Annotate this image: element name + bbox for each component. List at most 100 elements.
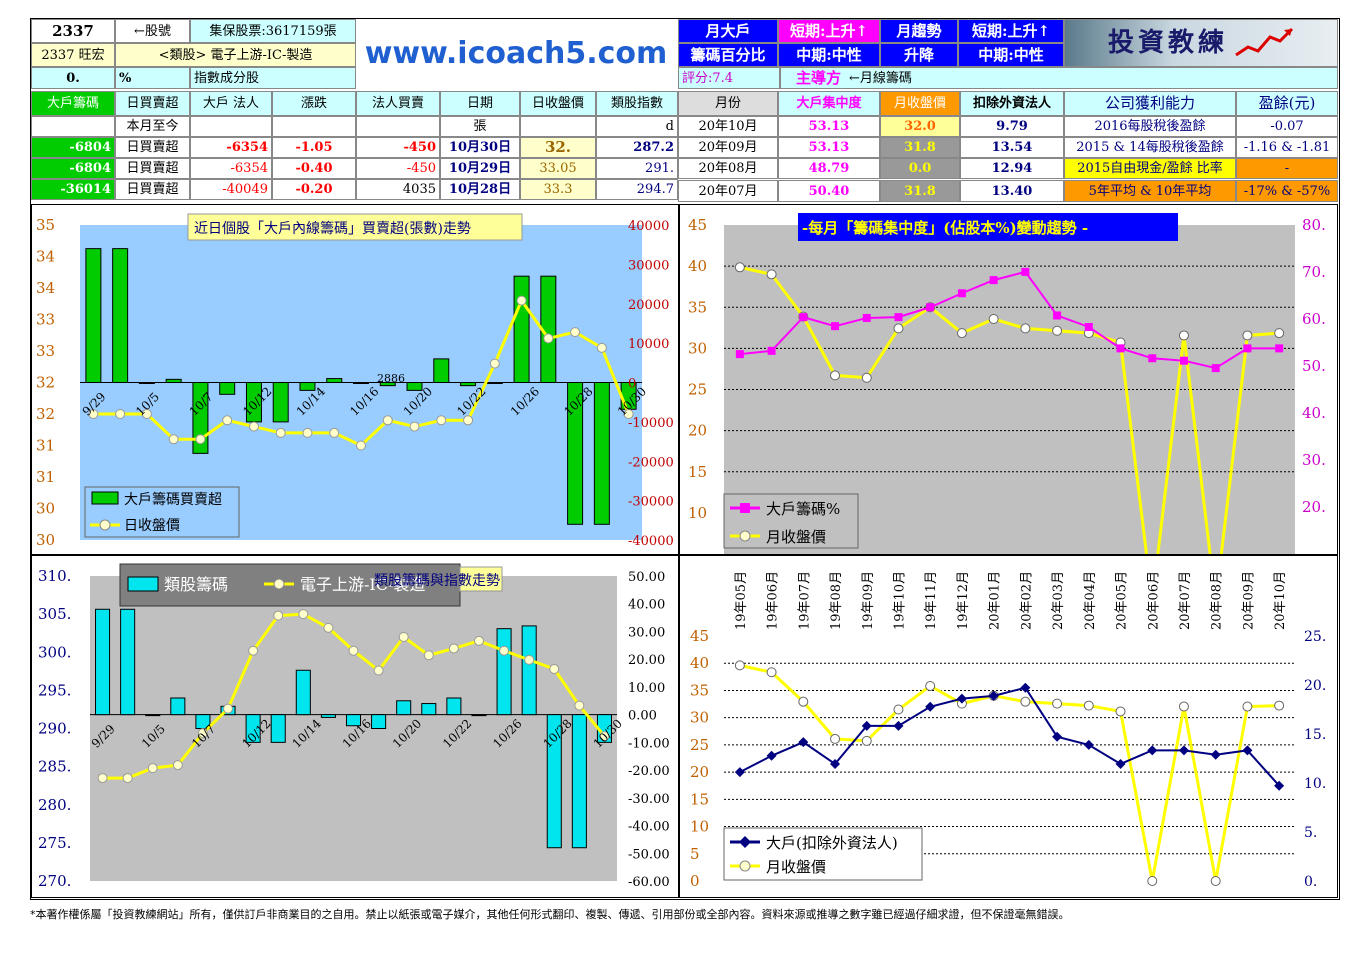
right-tick-label: 70.: [1302, 263, 1326, 281]
stock-code-label: ←股號: [115, 19, 190, 43]
left-tick-label: 20: [688, 422, 707, 440]
right-tick-label: -40.00: [628, 820, 670, 835]
left-tick-label: 270.: [38, 872, 71, 890]
month-category-label: 20年04月: [1083, 571, 1098, 630]
left-tick-label: 40: [690, 654, 709, 672]
excl-foreign-point: [766, 750, 777, 761]
score: 評分:7.4: [678, 67, 780, 89]
month-close-point: [830, 370, 841, 381]
month-category-label: 20年06月: [1146, 571, 1161, 630]
excl-foreign-chart: 19年05月 19年06月 19年07月 19年08月 19年09月 19年10月 19年1…: [690, 571, 1326, 890]
close-price-point: [275, 427, 286, 438]
month-close-point: [1020, 696, 1031, 707]
inst-cell: -450: [356, 137, 440, 158]
right-tick-label: 40.00: [628, 598, 665, 613]
concentration-point: [1021, 267, 1030, 276]
legend-conc-label: 大戶籌碼%: [766, 500, 840, 518]
concentration-point: [862, 313, 871, 322]
month-close-point: [1242, 330, 1253, 341]
profit-value-cell: -1.16 & -1.81: [1236, 137, 1338, 158]
chips-cell: -6804: [31, 158, 115, 179]
legend-box: [723, 827, 923, 881]
left-tick-label: 33: [36, 342, 55, 360]
close-price-point: [195, 434, 206, 445]
excl-foreign-line: [739, 686, 1280, 787]
index-cell: 287.2: [596, 137, 678, 158]
month-close-point: [766, 269, 777, 280]
excl-foreign-point: [956, 693, 967, 704]
month-category-label: 20年09月: [1241, 571, 1256, 630]
chips-cell: -6804: [31, 137, 115, 158]
legend-bar-marker: [91, 491, 119, 505]
right-tick-label: 15.: [1304, 727, 1326, 743]
month-category-label: 19年10月: [892, 571, 907, 630]
month-category-label: 20年08月: [1210, 571, 1225, 630]
chips-bar: [219, 382, 236, 395]
concentration-point: [957, 289, 966, 298]
concentration-cell: 53.13: [778, 137, 880, 158]
index-cell: 294.7: [596, 179, 678, 200]
left-month-cell-4: [356, 116, 440, 137]
sector-index-point: [248, 645, 259, 656]
close-price-point: [222, 415, 233, 426]
concentration-point: [767, 346, 776, 355]
sector-index-point: [499, 645, 510, 656]
month-cell: 20年07月: [678, 180, 778, 202]
right-tick-label: 20.: [1302, 498, 1326, 516]
concentration-point: [1179, 356, 1188, 365]
close-price-point: [516, 295, 527, 306]
copyright-footer: *本著作權係屬「投資教練網站」所有，僅供訂戶非商業目的之自用。禁止以紙張或電子媒…: [30, 908, 1070, 921]
type-cell: 日買賣超: [115, 158, 190, 179]
pct-value: 0.: [31, 67, 115, 89]
sector-chips-bar: [571, 714, 587, 849]
right-header-2: 月收盤價: [880, 91, 960, 116]
close-price-point: [623, 409, 634, 419]
sector-index-point: [323, 622, 334, 633]
profit-value-cell: -: [1236, 158, 1338, 179]
left-month-cell-7: d: [596, 116, 678, 137]
month-close-cell: 0.0: [880, 158, 960, 179]
sector-index-point: [423, 650, 434, 661]
short-term-2: 短期:上升↑: [958, 19, 1064, 43]
type-cell: 日買賣超: [115, 179, 190, 200]
left-tick-label: 35: [690, 681, 709, 699]
month-category-label: 19年05月: [734, 571, 749, 630]
sector-index-point: [273, 610, 284, 621]
month-category-label: 20年07月: [1178, 571, 1193, 630]
left-tick-label: 40: [688, 257, 707, 275]
month-close-point: [1052, 325, 1063, 336]
chart-logo-icon: [1235, 27, 1294, 57]
right-tick-label: -10000: [628, 416, 674, 431]
left-tick-label: 32: [36, 405, 55, 423]
close-price-point: [356, 440, 366, 451]
month-cell: 20年08月: [678, 158, 778, 179]
sector-chips-bar: [270, 714, 286, 743]
month-close-point: [734, 660, 745, 671]
left-tick-label: 30: [690, 709, 709, 727]
concentration-point: [1243, 344, 1252, 353]
left-header-5: 日期: [440, 91, 520, 116]
close-price-point: [489, 358, 500, 369]
month-close-point: [988, 314, 999, 324]
month-category-label: 19年08月: [829, 571, 844, 630]
left-tick-label: 34: [36, 248, 55, 266]
profit-item-cell: 2015自由現金/盈餘 比率: [1064, 158, 1236, 179]
month-category-label: 20年01月: [988, 571, 1003, 630]
excl-foreign-point: [1274, 780, 1285, 791]
left-tick-label: 35: [36, 216, 55, 234]
excl-foreign-point: [1147, 745, 1158, 756]
profit-value-cell: -0.07: [1236, 116, 1338, 137]
right-header-5: 盈餘(元): [1236, 91, 1338, 116]
concentration-cell: 50.40: [778, 180, 880, 202]
short-term-1: 短期:上升↑: [778, 19, 880, 43]
big-cell: -6354: [190, 158, 272, 179]
website[interactable]: www.icoach5.com: [356, 19, 676, 89]
left-month-cell-0: [31, 116, 115, 137]
sector-index-point: [448, 643, 459, 654]
legend-bar-label: 大戶籌碼買賣超: [124, 492, 222, 508]
month-category-label: 19年11月: [924, 571, 939, 630]
excl-cell: 13.40: [960, 180, 1064, 202]
concentration-point: [1275, 344, 1284, 353]
chart-title: 近日個股「大戶內線籌碼」買賣超(張數)走勢: [194, 221, 471, 237]
concentration-point: [831, 322, 840, 331]
